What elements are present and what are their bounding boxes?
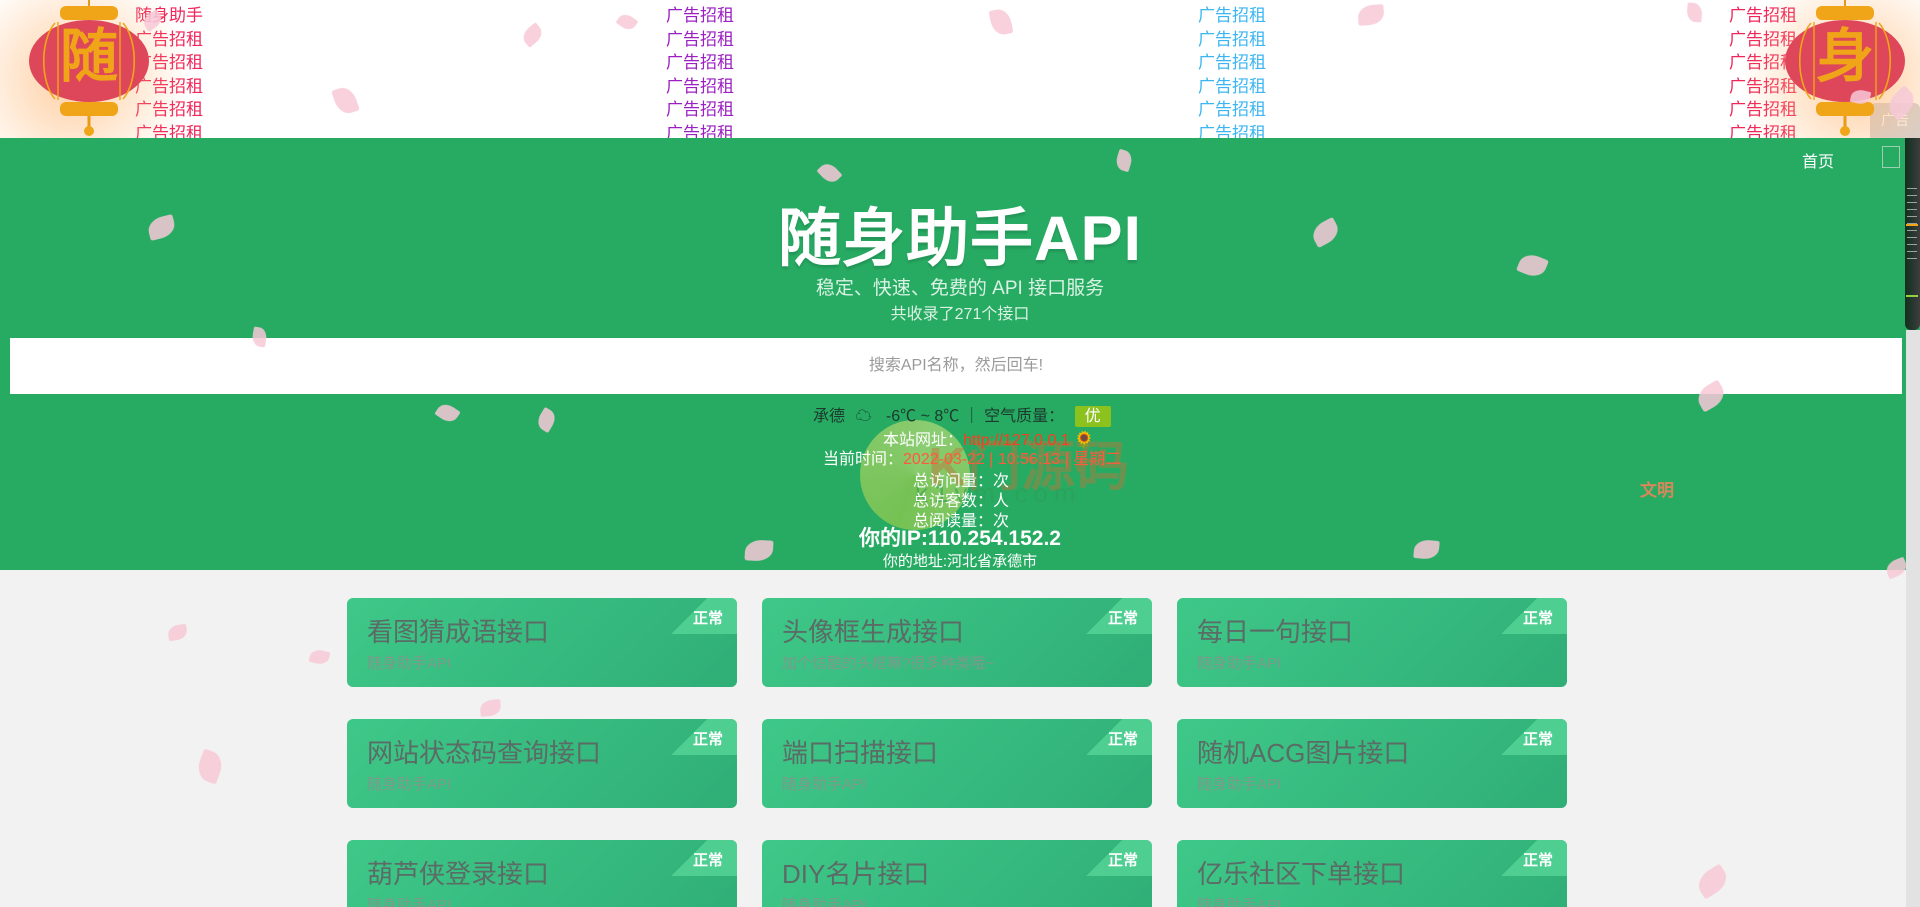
- svg-text:随: 随: [60, 24, 118, 89]
- svg-text:身: 身: [1816, 24, 1874, 89]
